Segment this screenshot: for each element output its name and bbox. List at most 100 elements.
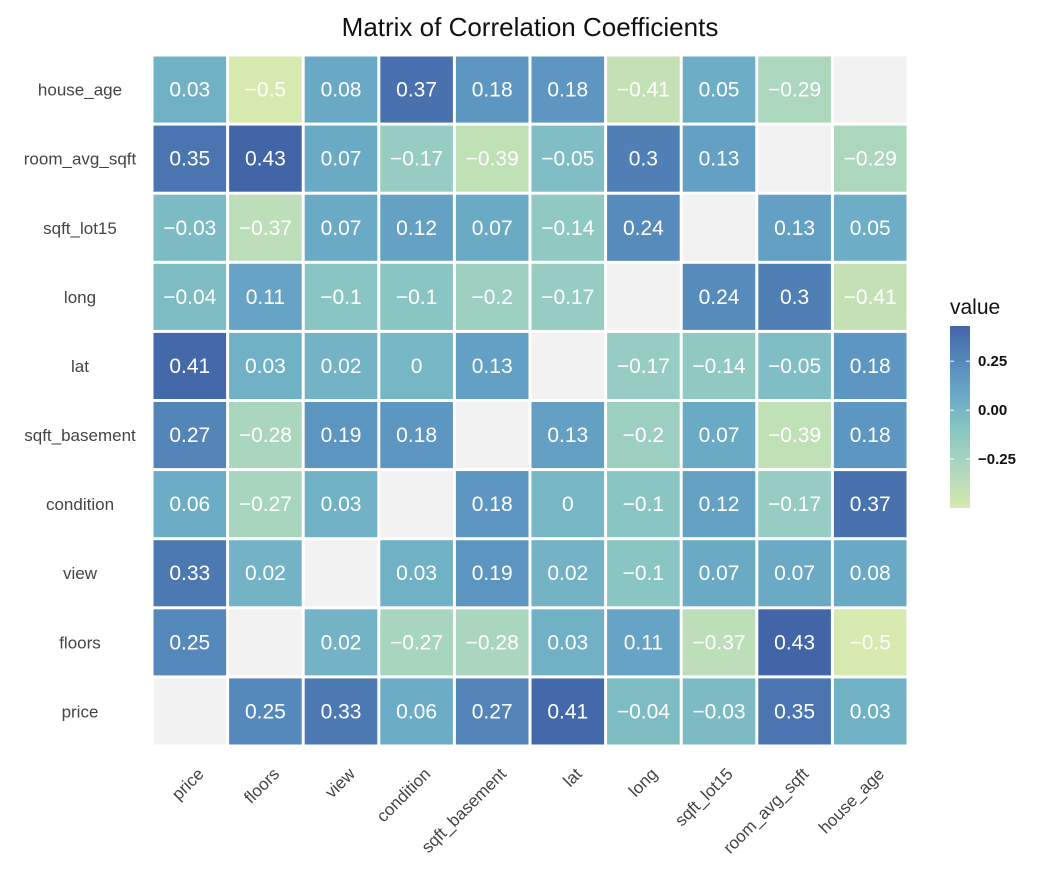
heatmap-cell [229,678,302,745]
cell-value-label: −0.14 [541,217,594,240]
cell-value-label: 0.02 [321,355,362,378]
heatmap-cell [758,194,831,261]
cell-value-label: 0.33 [321,700,362,723]
heatmap-cell [682,471,756,538]
cell-value-label: 0.43 [245,148,286,171]
heatmap-cell [380,540,453,607]
cell-value-label: 0.37 [396,79,437,102]
x-tick-label: view [321,764,359,802]
heatmap-cell [304,471,378,538]
cell-value-label: 0.03 [850,700,891,723]
cell-value-label: 0.11 [624,631,663,654]
cell-value-label: −0.41 [844,286,897,309]
heatmap-cell [229,194,302,261]
heatmap-cell [758,540,831,607]
heatmap-cell [682,194,756,261]
heatmap-cell [682,56,756,123]
heatmap-cell [153,402,227,469]
cell-value-label: 0.24 [623,217,664,240]
cell-value-label: 0.06 [169,493,210,516]
cell-value-label: −0.04 [617,700,670,723]
cell-value-label: 0.41 [547,700,588,723]
heatmap-cell [229,332,302,399]
cell-value-label: 0.02 [321,631,362,654]
heatmap-cell [833,125,907,192]
heatmap-cell [304,263,378,330]
y-tick-label: long [64,288,96,307]
x-tick-label: sqft_lot15 [671,764,737,830]
cell-value-label: −0.1 [396,286,437,309]
cell-value-label: −0.39 [466,148,519,171]
cell-value-label: 0.12 [396,217,437,240]
heatmap-cell [229,540,302,607]
heatmap-cell [455,402,529,469]
heatmap-cell [833,471,907,538]
heatmap-cell [758,332,831,399]
cell-value-label: 0.27 [169,424,210,447]
heatmap-cell [380,332,453,399]
x-tick-label: long [625,764,661,800]
cell-value-label: 0.18 [547,79,588,102]
heatmap-cell [758,125,831,192]
heatmap-cell [380,56,453,123]
legend-tick-label: 0.25 [978,353,1007,370]
y-tick-label: room_avg_sqft [24,150,137,169]
heatmap-cell [682,678,756,745]
legend-colorbar [950,326,970,508]
heatmap-cell [153,194,227,261]
cell-value-label: 0.37 [850,493,891,516]
cell-value-label: 0.07 [321,148,362,171]
heatmap-cell [153,263,227,330]
cell-value-label: −0.17 [768,493,821,516]
cell-value-label: 0.11 [246,286,285,309]
heatmap-cell [531,402,605,469]
cell-value-label: 0.07 [321,217,362,240]
heatmap-cell [682,263,756,330]
heatmap-cell [758,609,831,676]
heatmap-cell [153,332,227,399]
heatmap-cell [758,471,831,538]
heatmap-cell [607,194,680,261]
heatmap-cell [455,609,529,676]
cell-value-label: 0.07 [472,217,513,240]
heatmap-cell [455,332,529,399]
heatmap-cell [229,56,302,123]
heatmap-cells: 0.03 −0.5 0.08 0.37 0.18 0.18 −0.41 0.05 −0.29 0.… [153,56,907,745]
cell-value-label: 0.03 [245,355,286,378]
heatmap-cell [833,609,907,676]
heatmap-cell [380,609,453,676]
y-tick-label: house_age [38,81,122,100]
cell-value-label: −0.17 [541,286,594,309]
heatmap-cell [833,332,907,399]
cell-value-label: −0.29 [768,79,821,102]
cell-value-label: 0.35 [169,148,210,171]
heatmap-cell [153,678,227,745]
cell-value-label: 0.03 [547,631,588,654]
heatmap-cell [455,125,529,192]
heatmap-cell [682,332,756,399]
cell-value-label: −0.2 [623,424,664,447]
cell-value-label: 0.18 [396,424,437,447]
heatmap-cell [531,471,605,538]
heatmap-cell [304,125,378,192]
cell-value-label: 0.07 [699,562,740,585]
cell-value-label: −0.03 [163,217,216,240]
cell-value-label: −0.2 [471,286,512,309]
cell-value-label: −0.28 [466,631,519,654]
heatmap-cell [833,56,907,123]
heatmap-cell [758,678,831,745]
cell-value-label: −0.05 [541,148,594,171]
heatmap-cell [455,678,529,745]
cell-value-label: 0.13 [774,217,815,240]
cell-value-label: 0 [562,493,574,516]
heatmap-cell [531,609,605,676]
heatmap-cell [833,194,907,261]
cell-value-label: −0.1 [320,286,361,309]
heatmap-cell [607,609,680,676]
cell-value-label: 0.25 [169,631,210,654]
chart-title: Matrix of Correlation Coefficients [342,12,719,42]
heatmap-cell [153,125,227,192]
legend-tick-label: −0.25 [978,451,1016,468]
